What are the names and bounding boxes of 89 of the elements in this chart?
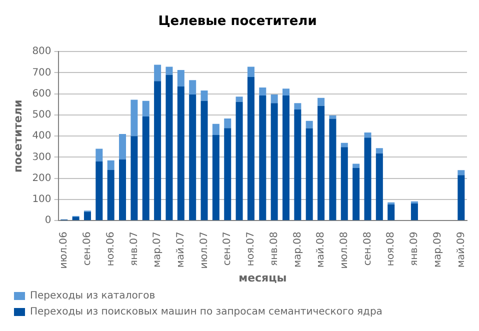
y-tick-label: 200 (32, 172, 52, 184)
bar (119, 159, 126, 220)
x-tick-label: мар.07 (152, 232, 164, 268)
x-tick-label: май.07 (175, 232, 186, 268)
bar (130, 136, 138, 220)
bar (177, 86, 184, 220)
bar (306, 120, 313, 128)
bar (282, 96, 290, 220)
bar (259, 88, 266, 96)
y-tick-label: 0 (44, 215, 52, 226)
bar (177, 70, 184, 86)
x-tick-label: мар.09 (432, 232, 444, 268)
bar (270, 94, 278, 104)
x-tick-label: сен.07 (222, 232, 234, 266)
x-tick-label: сен.08 (362, 232, 374, 266)
bar (318, 106, 325, 220)
y-axis-title: посетители (11, 100, 24, 173)
bar (236, 96, 243, 102)
bar (364, 138, 372, 220)
bar (107, 160, 114, 170)
bar (270, 103, 278, 220)
bar (247, 76, 254, 220)
bar (458, 175, 465, 220)
bar (142, 116, 150, 220)
bar (96, 161, 103, 220)
bar (72, 216, 80, 220)
bar (388, 204, 395, 220)
bar (200, 100, 208, 220)
bar (212, 124, 220, 136)
legend-label: Переходы из каталогов (30, 290, 156, 302)
bar (318, 98, 325, 106)
bar (96, 148, 103, 162)
bar (130, 100, 138, 136)
y-tick-label: 400 (32, 130, 52, 142)
x-tick-label: янв.09 (409, 232, 420, 266)
bar (84, 212, 91, 220)
bar (376, 153, 383, 220)
x-tick-label: янв.07 (128, 232, 140, 266)
bar (189, 80, 196, 94)
bar (154, 81, 162, 220)
bar (142, 100, 150, 116)
bar (352, 168, 360, 220)
x-tick-label: май.09 (456, 232, 467, 268)
bar (224, 128, 232, 220)
bar (259, 96, 266, 220)
bar (200, 90, 208, 101)
bar (294, 109, 302, 220)
x-tick-label: ноя.07 (246, 232, 257, 266)
bar (166, 66, 173, 75)
bar (294, 103, 302, 110)
y-tick-label: 500 (32, 110, 52, 121)
bar (154, 64, 162, 82)
bar (236, 102, 243, 220)
x-tick-label: мар.08 (292, 232, 304, 268)
x-tick-label: сен.06 (82, 232, 94, 266)
x-axis-title: месяцы (238, 271, 287, 284)
bar (282, 88, 290, 96)
bar (247, 66, 254, 77)
y-tick-label: 700 (32, 67, 52, 78)
x-tick-label: ноя.08 (386, 232, 397, 266)
bar (166, 74, 173, 220)
bar (376, 148, 383, 154)
x-tick-label: май.08 (316, 232, 327, 268)
bar (364, 132, 372, 138)
x-tick-label: июл.07 (198, 232, 210, 269)
x-tick-label: ноя.06 (105, 232, 116, 266)
bar (340, 142, 348, 148)
y-tick-label: 800 (32, 46, 52, 58)
bar (306, 128, 313, 220)
x-tick-label: июл.08 (338, 232, 350, 269)
x-tick-label: июл.06 (58, 232, 70, 269)
bar (329, 115, 336, 119)
legend-label: Переходы из поисковых машин по запросам семантического ядра (30, 306, 382, 318)
bar (458, 170, 465, 176)
bar (107, 170, 114, 220)
y-tick-label: 300 (32, 152, 52, 163)
bar (212, 135, 220, 220)
bar (340, 147, 348, 220)
bar (388, 202, 395, 205)
x-tick-label: янв.08 (268, 232, 280, 266)
y-tick-label: 100 (32, 194, 52, 206)
bar (119, 134, 126, 160)
bar (410, 203, 418, 220)
bar (329, 118, 336, 220)
y-tick-label: 600 (32, 88, 52, 100)
bar (224, 118, 232, 128)
chart-title: Целевые посетители (158, 14, 317, 30)
bar (352, 164, 360, 168)
bar (189, 94, 196, 220)
